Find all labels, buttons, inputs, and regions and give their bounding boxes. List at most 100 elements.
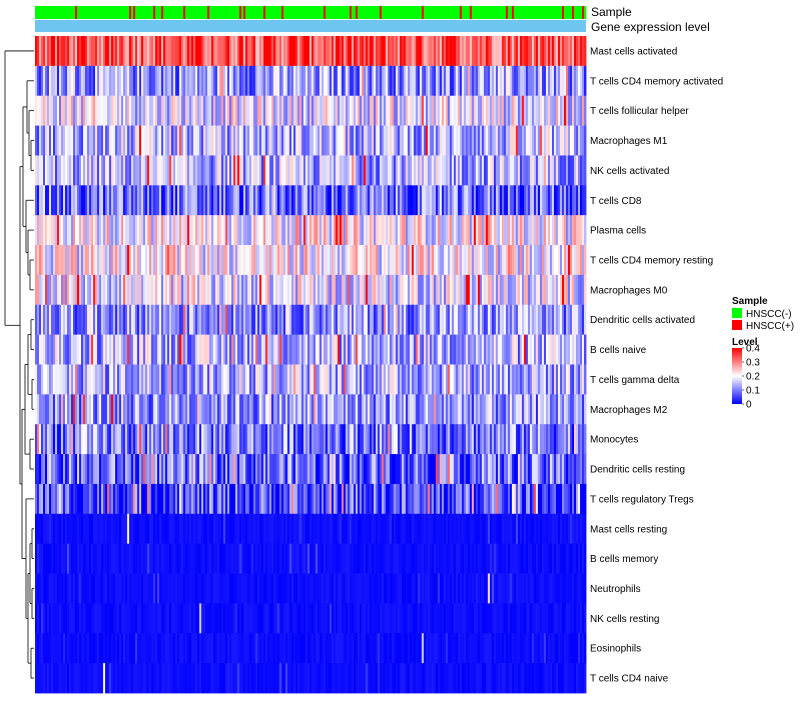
heatmap-cell (313, 245, 316, 276)
sample-annotation-cell (389, 6, 393, 19)
heatmap-cell (473, 513, 477, 545)
heatmap-cell (491, 125, 495, 156)
heatmap-cell (335, 245, 338, 276)
heatmap-cell (479, 454, 483, 485)
heatmap-cell (461, 274, 465, 306)
heatmap-cell (561, 483, 565, 515)
heatmap-cell (313, 125, 316, 156)
heatmap-cell (139, 245, 142, 276)
heatmap-cell (401, 95, 405, 126)
heatmap-cell (487, 95, 491, 126)
heatmap-cell (381, 364, 385, 395)
heatmap-cell (555, 155, 559, 186)
heatmap-cell (215, 185, 218, 216)
heatmap-cell (575, 274, 579, 306)
heatmap-cell (121, 245, 124, 276)
heatmap-cell (449, 36, 453, 67)
heatmap-cell (239, 95, 242, 126)
heatmap-cell (253, 95, 256, 126)
heatmap-cell (417, 483, 421, 515)
heatmap-cell (227, 513, 230, 545)
heatmap-cell (103, 95, 106, 126)
heatmap-cell (73, 513, 76, 545)
heatmap-cell (455, 274, 459, 306)
heatmap-cell (519, 155, 523, 186)
heatmap-cell (69, 513, 72, 545)
heatmap-cell (247, 215, 250, 246)
heatmap-cell (163, 424, 166, 455)
heatmap-cell (63, 483, 66, 515)
sample-annotation-cell (533, 6, 537, 19)
heatmap-cell (463, 274, 467, 306)
heatmap-cell (407, 274, 411, 306)
heatmap-cell (181, 304, 184, 336)
heatmap-cell (183, 36, 186, 67)
heatmap-cell (425, 334, 429, 365)
heatmap-cell (127, 394, 130, 425)
heatmap-cell (167, 454, 170, 485)
heatmap-cell (277, 215, 280, 246)
heatmap-cell (183, 513, 186, 545)
heatmap-cell (373, 185, 377, 216)
heatmap-cell (285, 454, 288, 485)
heatmap-cell (137, 215, 140, 246)
heatmap-cell (221, 304, 224, 336)
heatmap-cell (217, 215, 220, 246)
heatmap-cell (99, 543, 102, 574)
heatmap-cell (201, 483, 204, 515)
heatmap-cell (255, 394, 258, 425)
heatmap-cell (397, 125, 401, 156)
heatmap-cell (487, 215, 491, 246)
heatmap-cell (123, 304, 126, 336)
heatmap-cell (331, 454, 334, 485)
heatmap-cell (167, 155, 170, 186)
heatmap-cell (573, 483, 577, 515)
heatmap-cell (435, 394, 439, 425)
heatmap-cell (391, 424, 395, 455)
heatmap-cell (291, 65, 294, 97)
heatmap-cell (455, 334, 459, 365)
heatmap-cell (171, 364, 174, 395)
heatmap-cell (221, 36, 224, 67)
heatmap-cell (309, 125, 312, 156)
heatmap-cell (85, 304, 88, 336)
heatmap-cell (273, 513, 276, 545)
heatmap-cell (477, 185, 481, 216)
heatmap-cell (225, 245, 228, 276)
heatmap-cell (391, 334, 395, 365)
heatmap-cell (113, 334, 116, 365)
heatmap-cell (51, 334, 54, 365)
sample-annotation-cell (105, 6, 108, 19)
heatmap-cell (569, 125, 573, 156)
heatmap-cell (539, 185, 543, 216)
heatmap-cell (135, 454, 138, 485)
heatmap-cell (93, 364, 96, 395)
heatmap-cell (205, 424, 208, 455)
heatmap-cell (81, 454, 84, 485)
heatmap-cell (489, 155, 493, 186)
heatmap-cell (171, 274, 174, 306)
heatmap-cell (209, 155, 212, 186)
heatmap-cell (175, 394, 178, 425)
heatmap-cell (259, 65, 262, 97)
heatmap-cell (331, 304, 334, 336)
heatmap-cell (293, 454, 296, 485)
heatmap-cell (509, 245, 513, 276)
heatmap-cell (433, 274, 437, 306)
heatmap-cell (285, 274, 288, 306)
heatmap-cell (313, 454, 316, 485)
heatmap-cell (231, 215, 234, 246)
sample-annotation-cell (497, 6, 501, 19)
heatmap-cell (363, 155, 366, 186)
heatmap-cell (473, 364, 477, 395)
heatmap-cell (151, 185, 154, 216)
heatmap-cell (513, 36, 517, 67)
heatmap-cell (201, 304, 204, 336)
heatmap-cell (109, 125, 112, 156)
heatmap-cell (185, 274, 188, 306)
heatmap-cell (471, 304, 475, 336)
heatmap-cell (133, 513, 136, 545)
heatmap-cell (431, 185, 435, 216)
heatmap-cell (561, 364, 565, 395)
heatmap-cell (359, 36, 362, 67)
